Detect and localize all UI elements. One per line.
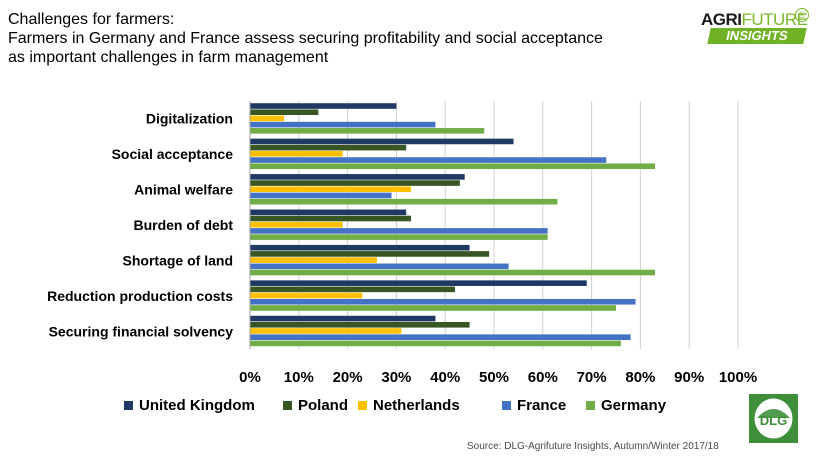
bar-poland-shortage-of-land — [250, 251, 490, 257]
bar-united-kingdom-securing-financial-solvency — [250, 315, 436, 322]
bar-netherlands-digitalization — [250, 115, 285, 122]
bar-france-animal-welfare — [250, 192, 392, 199]
bar-united-kingdom-reduction-production-costs — [250, 280, 587, 286]
bar-poland-social-acceptance — [250, 144, 407, 151]
legend-swatch-france — [502, 401, 511, 410]
x-tick-label: 100% — [719, 369, 757, 386]
legend-label-france: France — [517, 397, 566, 414]
bar-netherlands-securing-financial-solvency — [250, 328, 402, 334]
category-label-social-acceptance: Social acceptance — [112, 146, 234, 162]
legend-label-netherlands: Netherlands — [373, 397, 460, 414]
x-tick-label: 10% — [284, 369, 314, 386]
bar-netherlands-reduction-production-costs — [250, 292, 363, 299]
category-label-animal-welfare: Animal welfare — [134, 182, 233, 198]
bar-france-digitalization — [250, 121, 436, 128]
bar-netherlands-shortage-of-land — [250, 257, 377, 263]
bar-united-kingdom-shortage-of-land — [250, 244, 470, 251]
bar-united-kingdom-digitalization — [250, 103, 397, 109]
title-line-1: Challenges for farmers: — [8, 11, 175, 28]
category-label-shortage-of-land: Shortage of land — [123, 252, 233, 268]
agrifuture-insights-logo: AGRIFUTURE ® INSIGHTS — [695, 8, 813, 48]
bar-united-kingdom-social-acceptance — [250, 138, 514, 145]
legend-swatch-netherlands — [358, 401, 367, 410]
bar-united-kingdom-animal-welfare — [250, 174, 465, 180]
bar-germany-social-acceptance — [250, 163, 656, 170]
x-tick-label: 40% — [430, 369, 460, 386]
category-label-securing-financial-solvency: Securing financial solvency — [49, 323, 234, 339]
category-label-digitalization: Digitalization — [146, 111, 233, 127]
bar-netherlands-animal-welfare — [250, 186, 412, 193]
bar-france-burden-of-debt — [250, 228, 548, 234]
bar-germany-burden-of-debt — [250, 234, 548, 240]
bar-germany-digitalization — [250, 128, 485, 134]
bar-netherlands-social-acceptance — [250, 151, 343, 157]
logo-word-future: FUTURE — [741, 10, 808, 29]
title-line-3: as important challenges in farm manageme… — [8, 49, 329, 66]
x-tick-label: 80% — [625, 369, 655, 386]
bar-poland-digitalization — [250, 109, 319, 116]
bar-france-shortage-of-land — [250, 263, 509, 270]
bar-germany-animal-welfare — [250, 198, 558, 205]
x-tick-label: 60% — [528, 369, 558, 386]
x-tick-label: 70% — [577, 369, 607, 386]
title-line-2: Farmers in Germany and France assess sec… — [8, 30, 603, 47]
bar-germany-securing-financial-solvency — [250, 340, 621, 347]
category-label-burden-of-debt: Burden of debt — [133, 217, 233, 233]
bar-poland-securing-financial-solvency — [250, 321, 470, 328]
bar-germany-reduction-production-costs — [250, 305, 616, 311]
chart-title: Challenges for farmers: Farmers in Germa… — [8, 10, 698, 67]
bar-netherlands-burden-of-debt — [250, 221, 343, 228]
bar-france-social-acceptance — [250, 157, 607, 163]
x-tick-label: 0% — [239, 369, 261, 386]
legend-swatch-united-kingdom — [124, 401, 133, 410]
bar-poland-animal-welfare — [250, 180, 460, 186]
x-tick-label: 50% — [479, 369, 509, 386]
bar-germany-shortage-of-land — [250, 269, 656, 276]
source-note: Source: DLG-Agrifuture Insights, Autumn/… — [467, 441, 719, 452]
bar-france-reduction-production-costs — [250, 298, 636, 305]
bar-poland-burden-of-debt — [250, 215, 412, 222]
x-tick-label: 20% — [333, 369, 363, 386]
bar-france-securing-financial-solvency — [250, 334, 631, 340]
registered-mark: ® — [795, 8, 809, 22]
legend-label-poland: Poland — [298, 397, 348, 414]
dlg-logo: DLG — [749, 394, 798, 443]
legend-swatch-germany — [586, 401, 595, 410]
bar-poland-reduction-production-costs — [250, 286, 455, 293]
logo-word-agri: AGRI — [701, 10, 742, 29]
category-label-reduction-production-costs: Reduction production costs — [47, 288, 233, 304]
bar-united-kingdom-burden-of-debt — [250, 209, 407, 216]
dlg-logo-text: DLG — [760, 413, 787, 428]
legend-label-germany: Germany — [601, 397, 667, 414]
legend-swatch-poland — [283, 401, 292, 410]
x-tick-label: 90% — [674, 369, 704, 386]
x-tick-label: 30% — [381, 369, 411, 386]
legend-label-united-kingdom: United Kingdom — [139, 397, 255, 414]
logo-wordmark: AGRIFUTURE — [701, 10, 808, 30]
